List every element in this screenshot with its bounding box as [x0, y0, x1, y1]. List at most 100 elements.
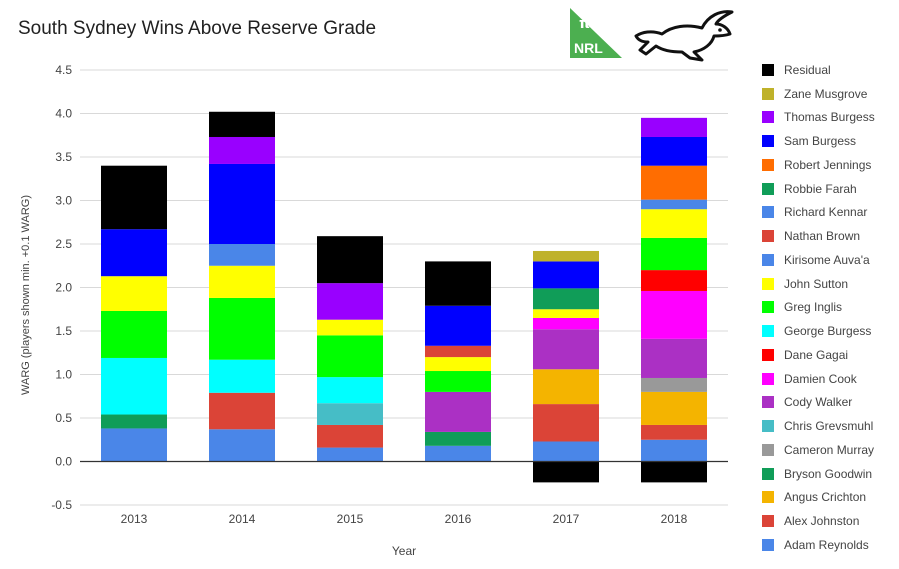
- y-tick-label: 4.5: [55, 63, 72, 77]
- pi-nrl-logo-icon: π NRL: [570, 8, 622, 58]
- legend-item: Zane Musgrove: [762, 82, 899, 106]
- bar-segment-2018-cody-walker: [641, 338, 707, 378]
- bar-segment-2014-residual: [209, 111, 275, 137]
- legend-item: Alex Johnston: [762, 509, 899, 533]
- legend-label: Chris Grevsmuhl: [784, 419, 874, 434]
- legend-swatch: [762, 420, 774, 433]
- legend-label: Zane Musgrove: [784, 86, 868, 101]
- legend-item: Chris Grevsmuhl: [762, 414, 899, 438]
- legend-swatch: [762, 111, 774, 124]
- legend-label: Residual: [784, 62, 831, 77]
- legend-item: Greg Inglis: [762, 296, 899, 320]
- y-tick-label: 2.5: [55, 237, 72, 251]
- legend-swatch: [762, 230, 774, 243]
- bar-segment-2015-greg-inglis: [317, 335, 383, 378]
- legend-swatch: [762, 372, 774, 385]
- bar-segment-2017-angus-crichton: [533, 369, 599, 405]
- bar-segment-2017-zane-musgrove: [533, 250, 599, 262]
- legend-swatch: [762, 63, 774, 76]
- legend-label: Dane Gagai: [784, 347, 849, 362]
- legend-swatch: [762, 87, 774, 100]
- bar-segment-2013-john-sutton: [101, 276, 167, 311]
- bar-segment-2013-greg-inglis: [101, 310, 167, 358]
- legend-label: Robert Jennings: [784, 157, 872, 172]
- bar-segment-2018-john-sutton: [641, 209, 707, 238]
- y-axis-title: WARG (players shown min. +0.1 WARG): [20, 195, 32, 395]
- legend-swatch: [762, 538, 774, 551]
- legend-label: George Burgess: [784, 324, 872, 339]
- bar-segment-2016-greg-inglis: [425, 371, 491, 392]
- legend-swatch: [762, 325, 774, 338]
- legend-swatch: [762, 467, 774, 480]
- y-tick-label: 0.5: [55, 411, 72, 425]
- legend-item: Residual: [762, 58, 899, 82]
- legend-label: Nathan Brown: [784, 229, 861, 244]
- legend-swatch: [762, 158, 774, 171]
- bar-segment-2016-sam-burgess: [425, 305, 491, 346]
- legend-label: Richard Kennar: [784, 205, 868, 220]
- bar-segment-2018-greg-inglis: [641, 237, 707, 271]
- legend-item: Nathan Brown: [762, 224, 899, 248]
- bar-segment-2013-sam-burgess: [101, 229, 167, 277]
- y-tick-label: 1.5: [55, 324, 72, 338]
- legend-label: Bryson Goodwin: [784, 466, 873, 481]
- x-tick-label: 2014: [229, 512, 256, 526]
- legend-swatch: [762, 348, 774, 361]
- bar-segment-2014-john-sutton: [209, 265, 275, 298]
- bar-segment-2016-john-sutton: [425, 357, 491, 372]
- bar-segment-2016-cody-walker: [425, 391, 491, 432]
- legend-label: Thomas Burgess: [784, 110, 875, 125]
- bar-segment-2017-cody-walker: [533, 329, 599, 370]
- bar-segment-2017-alex-johnston: [533, 404, 599, 442]
- bar-segment-2014-greg-inglis: [209, 297, 275, 360]
- legend-item: Cody Walker: [762, 391, 899, 415]
- legend-item: Dane Gagai: [762, 343, 899, 367]
- legend-label: Damien Cook: [784, 371, 857, 386]
- y-tick-label: 2.0: [55, 281, 72, 295]
- bar-segment-2014-thomas-burgess: [209, 136, 275, 164]
- legend-label: Cameron Murray: [784, 442, 875, 457]
- y-tick-label: 4.0: [55, 107, 72, 121]
- legend-label: Greg Inglis: [784, 300, 843, 315]
- bar-segment-2015-thomas-burgess: [317, 283, 383, 320]
- bar-segment-2015-john-sutton: [317, 319, 383, 336]
- legend-swatch: [762, 135, 774, 148]
- legend-swatch: [762, 515, 774, 528]
- nrl-pi-text: π: [579, 16, 590, 32]
- bars: [101, 111, 707, 483]
- bar-segment-2017-robbie-farah: [533, 288, 599, 310]
- x-tick-label: 2018: [661, 512, 688, 526]
- bar-segment-2015-residual: [317, 236, 383, 284]
- bar-segment-2018-angus-crichton: [641, 391, 707, 425]
- bar-segment-2014-sam-burgess: [209, 163, 275, 244]
- x-tick-label: 2017: [553, 512, 580, 526]
- legend-label: Angus Crichton: [784, 490, 867, 505]
- legend-item: Cameron Murray: [762, 438, 899, 462]
- bar-segment-2015-adam-reynolds: [317, 447, 383, 462]
- bar-segment-2016-nathan-brown: [425, 345, 491, 358]
- y-tick-label: -0.5: [51, 498, 72, 512]
- bar-segment-2016-residual: [425, 261, 491, 306]
- rabbit-logo-icon: [634, 10, 734, 62]
- bar-segment-2014-adam-reynolds: [209, 429, 275, 462]
- bar-segment-2017-damien-cook: [533, 317, 599, 330]
- legend-label: Cody Walker: [784, 395, 853, 410]
- legend-swatch: [762, 301, 774, 314]
- legend-item: Damien Cook: [762, 367, 899, 391]
- legend-label: Kirisome Auva'a: [784, 252, 870, 267]
- bar-segment-2015-chris-grevsmuhl: [317, 403, 383, 425]
- y-tick-label: 1.0: [55, 368, 72, 382]
- bar-segment-2014-kirisome-auva-a: [209, 244, 275, 266]
- legend-label: Sam Burgess: [784, 134, 857, 149]
- bar-segment-2013-george-burgess: [101, 357, 167, 415]
- legend: Residual Zane Musgrove Thomas Burgess Sam B…: [762, 58, 899, 557]
- bar-segment-2018-residual: [641, 461, 707, 483]
- legend-item: Richard Kennar: [762, 201, 899, 225]
- bar-segment-2014-george-burgess: [209, 359, 275, 393]
- gridlines: [80, 69, 728, 506]
- legend-label: John Sutton: [784, 276, 849, 291]
- legend-swatch: [762, 396, 774, 409]
- legend-item: George Burgess: [762, 319, 899, 343]
- bar-segment-2018-robert-jennings: [641, 165, 707, 200]
